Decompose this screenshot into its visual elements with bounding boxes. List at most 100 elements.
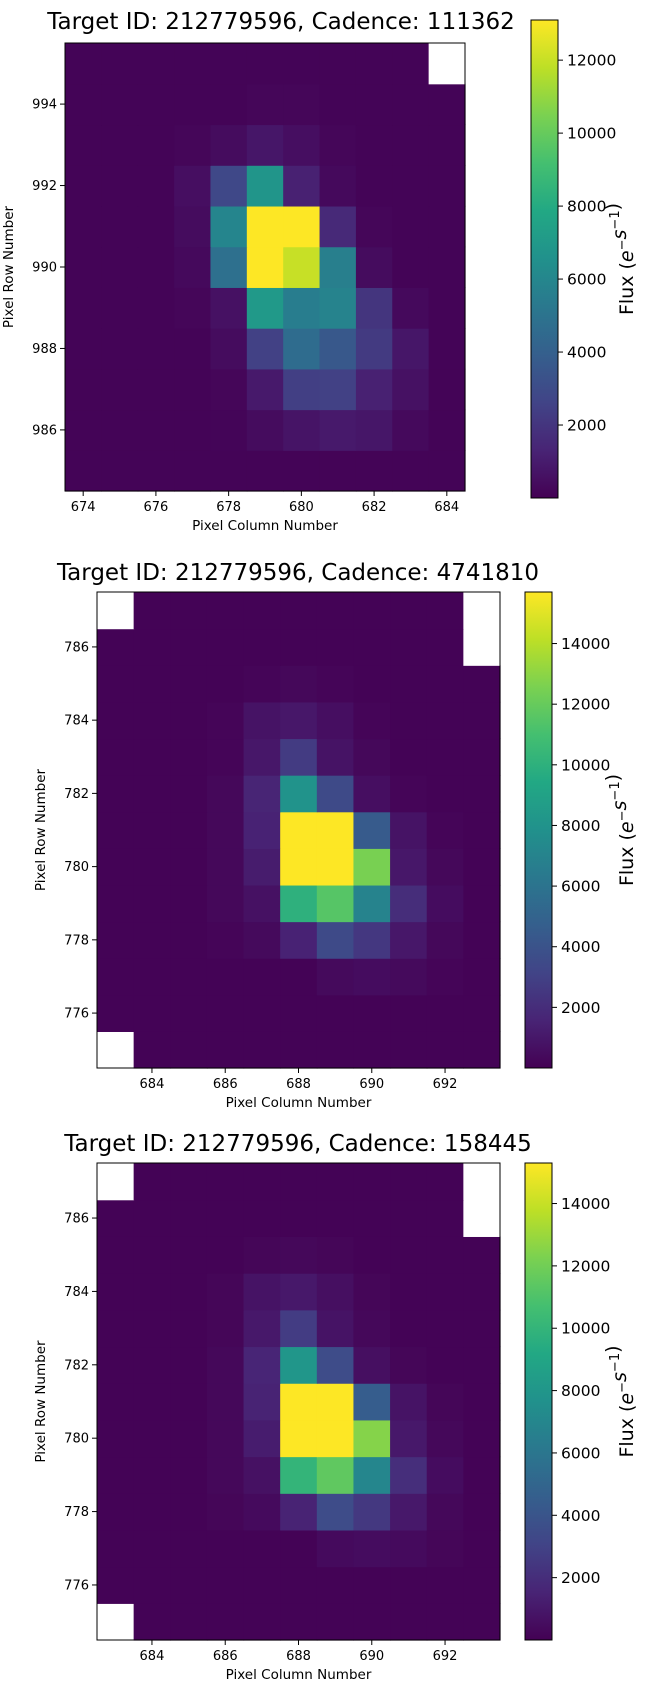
heatmap-cell <box>428 328 466 370</box>
heatmap-cell <box>355 328 393 370</box>
heatmap-cell <box>392 450 430 492</box>
heatmap-cell <box>316 848 355 886</box>
heatmap-cell <box>355 43 393 85</box>
heatmap-cell <box>463 1383 501 1421</box>
heatmap-cell <box>428 450 466 492</box>
heatmap-cell <box>174 328 212 370</box>
heatmap-cell <box>280 1456 318 1494</box>
chart-title: Target ID: 212779596, Cadence: 111362 <box>46 9 514 35</box>
x-tick-label: 686 <box>213 1649 238 1664</box>
heatmap-cell <box>283 328 321 370</box>
heatmap-cell <box>133 1199 171 1237</box>
colorbar-tick-label: 4000 <box>561 938 600 956</box>
heatmap-cell <box>463 1419 501 1458</box>
heatmap-cell <box>243 811 281 849</box>
heatmap-cell <box>463 1236 501 1274</box>
heatmap-cell <box>353 1309 391 1348</box>
heatmap-cell <box>426 1163 464 1201</box>
heatmap-cell <box>101 287 139 329</box>
heatmap-cell <box>353 1493 391 1531</box>
heatmap-cell <box>206 1199 245 1237</box>
colorbar-label-part: Flux ( <box>616 833 638 886</box>
heatmap-cell <box>390 848 428 886</box>
colorbar-label-part: e <box>616 1393 638 1405</box>
heatmap-cell <box>206 1493 245 1531</box>
heatmap-cell <box>133 1346 171 1384</box>
heatmap-cell <box>390 628 428 666</box>
heatmap-cell <box>243 1309 281 1348</box>
heatmap-cell <box>319 246 357 288</box>
colorbar-label: Flux (e−s−1) <box>602 774 638 886</box>
heatmap-cell <box>392 165 430 207</box>
heatmap-cell <box>133 701 171 740</box>
heatmap-cell <box>97 628 135 666</box>
heatmap-cell <box>463 994 501 1032</box>
heatmap-cell <box>355 246 393 288</box>
heatmap-cell <box>426 811 464 849</box>
heatmap-cell <box>390 738 428 776</box>
heatmap-cell <box>170 775 208 813</box>
heatmap-cell <box>390 884 428 923</box>
heatmap-cell <box>206 958 245 996</box>
y-tick-label: 782 <box>64 1358 89 1373</box>
heatmap-cell <box>137 43 175 85</box>
heatmap-cell <box>316 1566 355 1604</box>
heatmap-cell <box>133 1419 171 1458</box>
colorbar-label-part: Flux ( <box>616 262 638 315</box>
colorbar-label-part: ) <box>602 774 624 781</box>
heatmap-cell <box>353 775 391 813</box>
heatmap-cell <box>428 409 466 451</box>
y-tick-label: 776 <box>64 1578 89 1593</box>
heatmap-cell <box>426 848 464 886</box>
heatmap-cell <box>133 958 171 996</box>
heatmap-cell <box>133 848 171 886</box>
heatmap-cell <box>316 1603 355 1641</box>
heatmap-cell <box>246 124 284 166</box>
heatmap-cell <box>97 1163 135 1201</box>
heatmap-cell <box>243 628 281 666</box>
y-tick-label: 784 <box>64 714 89 729</box>
y-tick-label: 782 <box>64 787 89 802</box>
heatmap-cell <box>463 811 501 849</box>
heatmap-cell <box>243 1346 281 1384</box>
heatmap-cell <box>170 1031 208 1069</box>
heatmap-cell <box>428 205 466 248</box>
heatmap-cell <box>463 884 501 923</box>
heatmap-cell <box>243 1529 281 1568</box>
heatmap-cell <box>428 165 466 207</box>
x-tick-label: 674 <box>71 500 96 515</box>
heatmap-cell <box>463 1529 501 1568</box>
heatmap-cell <box>390 811 428 849</box>
heatmap-cell <box>319 368 357 411</box>
heatmap-cell <box>426 1346 464 1384</box>
heatmap-cell <box>463 1603 501 1641</box>
heatmap-cell <box>316 1309 355 1348</box>
heatmap-cell <box>65 450 102 492</box>
heatmap-cell <box>170 628 208 666</box>
heatmap-cell <box>137 328 175 370</box>
heatmap-cell <box>97 848 135 886</box>
heatmap-cell <box>210 83 248 126</box>
heatmap-cell <box>390 921 428 959</box>
heatmap-cell <box>353 1529 391 1568</box>
heatmap-cells <box>65 43 466 492</box>
heatmap-cell <box>170 1236 208 1274</box>
heatmap-cell <box>426 1529 464 1568</box>
heatmap-cell <box>428 124 466 166</box>
y-tick-label: 786 <box>64 640 89 655</box>
heatmap-cell <box>206 1163 245 1201</box>
heatmap-cell <box>392 287 430 329</box>
colorbar-tick-label: 2000 <box>561 1569 600 1587</box>
heatmap-cell <box>280 884 318 923</box>
heatmap-cell <box>174 83 212 126</box>
heatmap-cell <box>243 1383 281 1421</box>
heatmap-cell <box>355 83 393 126</box>
heatmap-cell <box>463 1309 501 1348</box>
heatmap-cell <box>206 592 245 630</box>
colorbar-tick-label: 12000 <box>561 1257 610 1275</box>
colorbar-label-part: −1 <box>608 210 623 229</box>
heatmap-cell <box>174 43 212 85</box>
heatmap-cell <box>390 1456 428 1494</box>
x-tick-label: 686 <box>213 1077 238 1092</box>
